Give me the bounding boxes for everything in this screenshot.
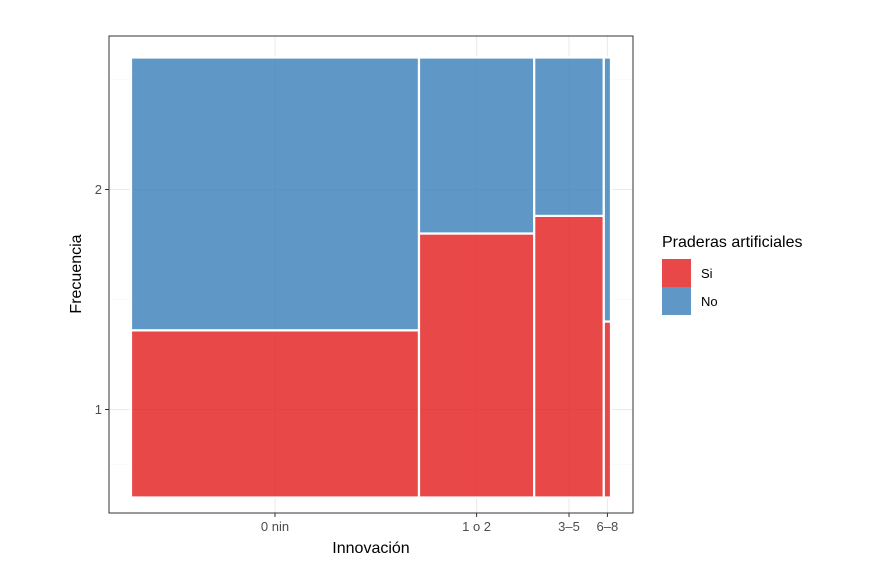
tile-3-5-si <box>533 214 605 499</box>
legend-key-no <box>662 287 691 315</box>
x-axis: 0 nin 1 o 2 3–5 6–8 <box>261 513 618 534</box>
y-tick-label: 2 <box>95 182 102 197</box>
plot-panel <box>108 35 634 514</box>
legend-title: Praderas artificiales <box>662 234 803 251</box>
tile-1-o-2-no <box>417 56 536 235</box>
mosaic-tiles <box>129 56 613 499</box>
legend: Praderas artificiales Si No <box>662 234 803 315</box>
tile-0-nin-no <box>129 56 421 332</box>
tile-6-8-no <box>602 56 613 323</box>
tile-6-8-si <box>602 320 613 499</box>
x-tick-label: 0 nin <box>261 519 289 534</box>
y-axis: 12 <box>95 182 109 417</box>
y-axis-title: Frecuencia <box>68 234 85 313</box>
panel-border <box>108 35 634 514</box>
legend-items: Si No <box>662 259 718 315</box>
x-tick-label: 6–8 <box>597 519 619 534</box>
tile-1-o-2-si <box>417 232 536 499</box>
tile-3-5-no <box>533 56 605 217</box>
x-axis-title: Innovación <box>332 540 409 557</box>
x-tick-label: 3–5 <box>558 519 580 534</box>
legend-label-no: No <box>701 294 718 309</box>
legend-key-si <box>662 259 691 287</box>
tile-0-nin-si <box>129 329 421 499</box>
y-tick-label: 1 <box>95 402 102 417</box>
x-tick-label: 1 o 2 <box>462 519 491 534</box>
legend-label-si: Si <box>701 266 713 281</box>
